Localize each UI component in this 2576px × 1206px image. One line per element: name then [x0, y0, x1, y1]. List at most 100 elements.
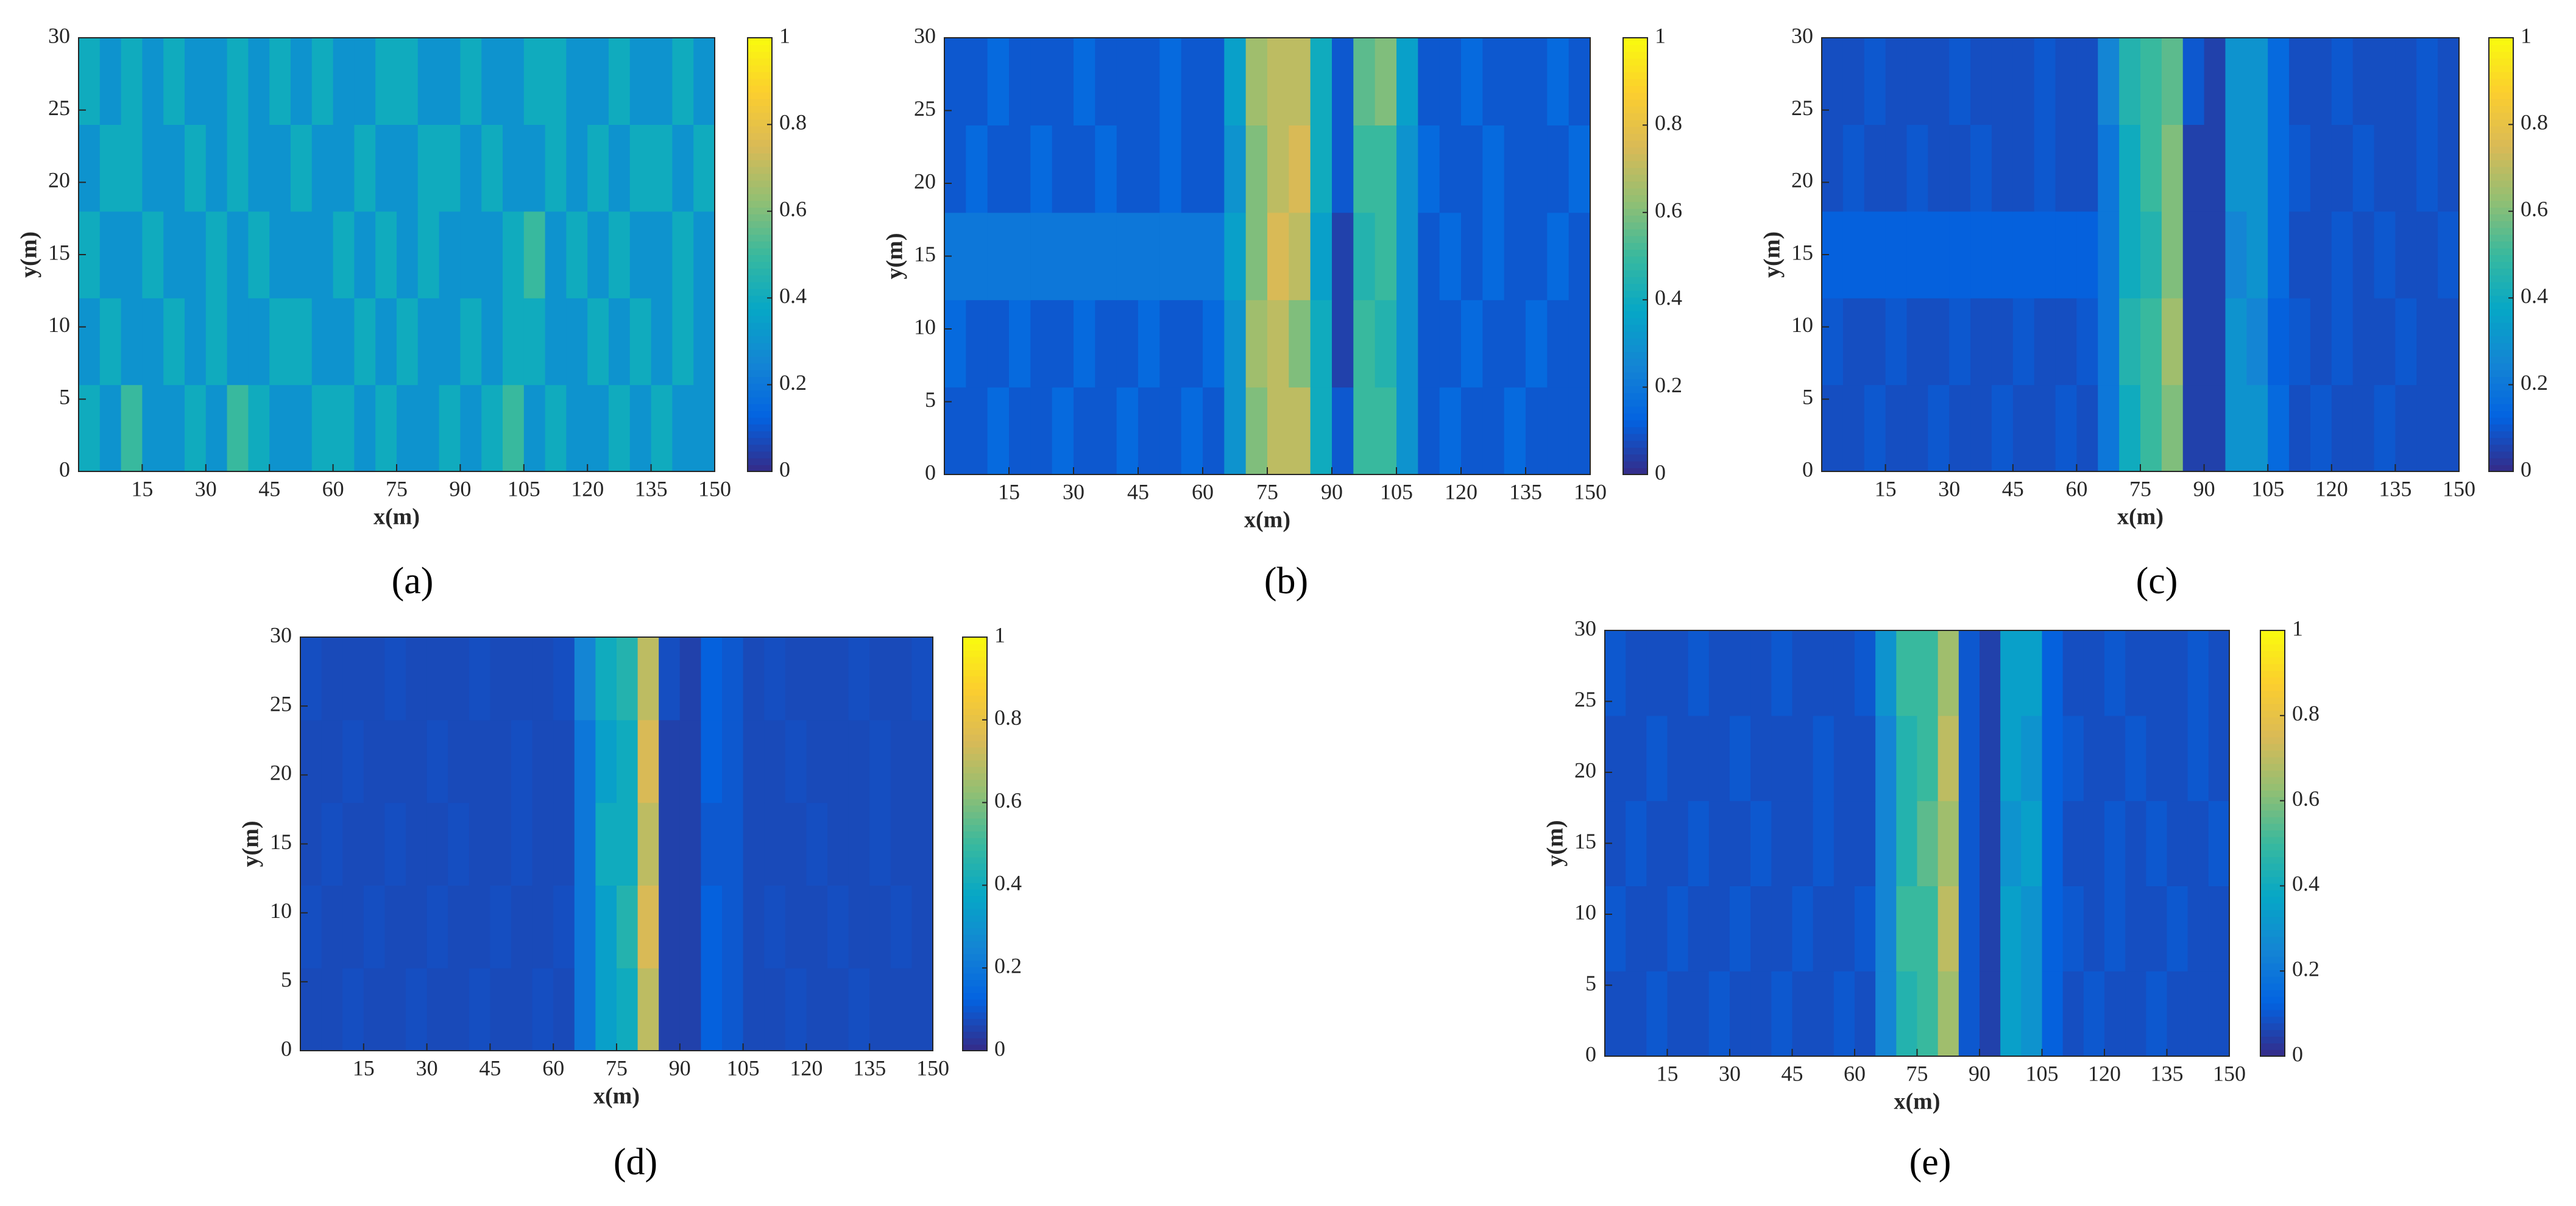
colorbar-segment: [2260, 876, 2285, 884]
colorbar-segment: [1623, 92, 1647, 100]
colorbar-segment: [963, 1005, 987, 1013]
heatmap-cell: [574, 802, 596, 886]
colorbar-segment: [748, 329, 772, 337]
colorbar-segment: [1623, 160, 1647, 168]
heatmap-cell: [490, 968, 512, 1051]
colorbar-segment: [963, 869, 987, 877]
colorbar-segment: [963, 811, 987, 819]
colorbar-segment: [2260, 723, 2285, 731]
heatmap-cell: [417, 384, 440, 472]
heatmap-cell: [1289, 38, 1311, 125]
colorbar-segment: [963, 999, 987, 1006]
heatmap-cell: [448, 637, 470, 721]
colorbar-segment: [748, 302, 772, 309]
heatmap-cell: [2034, 298, 2056, 386]
colorbar-segment: [1623, 283, 1647, 291]
heatmap-cell: [511, 802, 533, 886]
heatmap-cell: [1949, 124, 1971, 212]
x-tick-label: 60: [1192, 479, 1214, 504]
colorbar-segment: [1623, 181, 1647, 189]
heatmap-cell: [2268, 298, 2290, 386]
heatmap-cell: [227, 298, 249, 386]
heatmap-cell: [2204, 384, 2226, 472]
heatmap-cell: [1052, 387, 1074, 475]
colorbar-segment: [748, 146, 772, 153]
heatmap-cell: [375, 384, 397, 472]
heatmap-cell: [1095, 300, 1117, 388]
colorbar-segment: [2489, 302, 2513, 309]
heatmap-cell: [1461, 212, 1483, 300]
y-tick-label: 5: [281, 967, 292, 992]
heatmap-cell: [743, 637, 765, 721]
colorbar-segment: [748, 166, 772, 174]
heatmap-cell: [1626, 715, 1647, 802]
heatmap-cell: [987, 212, 1010, 300]
heatmap-cell: [1980, 886, 2001, 972]
y-tick-label: 30: [914, 23, 936, 48]
colorbar-segment: [748, 92, 772, 99]
heatmap-cell: [291, 211, 313, 298]
heatmap-cell: [1822, 124, 1844, 212]
heatmap-cell: [1730, 971, 1751, 1057]
heatmap-cell: [269, 211, 291, 298]
heatmap-cell: [574, 968, 596, 1051]
heatmap-cell: [1937, 630, 1959, 716]
colorbar-segment: [963, 940, 987, 948]
colorbar-segment: [2489, 444, 2513, 452]
heatmap-cell: [1688, 630, 1710, 716]
y-tick-label: 20: [914, 169, 936, 193]
heatmap-cell: [1375, 387, 1397, 475]
heatmap-cell: [1970, 384, 1992, 472]
heatmap-cell: [1418, 125, 1440, 213]
colorbar-segment: [1623, 386, 1647, 393]
colorbar-tick-label: 0.8: [2292, 701, 2319, 725]
heatmap-cell: [1708, 715, 1730, 802]
colorbar-segment: [1623, 249, 1647, 257]
heatmap-cell: [566, 124, 588, 212]
heatmap-cell: [1375, 38, 1397, 125]
colorbar-segment: [2260, 929, 2285, 937]
heatmap-cell: [1750, 800, 1772, 886]
heatmap-cell: [469, 719, 490, 803]
heatmap-cell: [121, 298, 143, 386]
heatmap-cell: [1875, 630, 1897, 716]
heatmap-cell: [503, 298, 525, 386]
heatmap-cell: [2083, 800, 2105, 886]
heatmap-cell: [2140, 298, 2162, 386]
heatmap-cell: [609, 384, 631, 472]
heatmap-cell: [1917, 886, 1939, 972]
x-tick-label: 150: [1574, 479, 1607, 504]
heatmap-cell: [890, 802, 912, 886]
heatmap-cell: [397, 38, 419, 125]
heatmap-cell: [2187, 886, 2209, 972]
heatmap-cell: [764, 719, 786, 803]
colorbar-segment: [1623, 372, 1647, 379]
heatmap-cell: [617, 719, 639, 803]
heatmap-cell: [2352, 211, 2375, 298]
heatmap-cell: [722, 968, 744, 1051]
heatmap-cell: [1568, 212, 1591, 300]
heatmap-cell: [545, 124, 567, 212]
heatmap-cell: [532, 719, 554, 803]
heatmap-cell: [2331, 38, 2354, 125]
heatmap-cell: [1708, 971, 1730, 1057]
colorbar-segment: [2489, 370, 2513, 378]
heatmap-cell: [827, 885, 849, 968]
colorbar-segment: [748, 464, 772, 472]
heatmap-cell: [2104, 715, 2126, 802]
heatmap-cell: [2438, 38, 2460, 125]
heatmap-cell: [1646, 800, 1668, 886]
y-tick-label: 10: [270, 898, 292, 923]
heatmap-cell: [2225, 384, 2247, 472]
colorbar-tick-label: 0.6: [994, 788, 1022, 813]
colorbar-segment: [963, 695, 987, 702]
colorbar-segment: [963, 753, 987, 761]
heatmap-cell: [1504, 38, 1526, 125]
heatmap-cell: [1396, 387, 1418, 475]
colorbar-segment: [963, 740, 987, 748]
heatmap-cell: [944, 125, 966, 213]
heatmap-cell: [511, 968, 533, 1051]
heatmap-cell: [1375, 212, 1397, 300]
heatmap-cell: [121, 211, 143, 298]
heatmap-cell: [384, 968, 406, 1051]
